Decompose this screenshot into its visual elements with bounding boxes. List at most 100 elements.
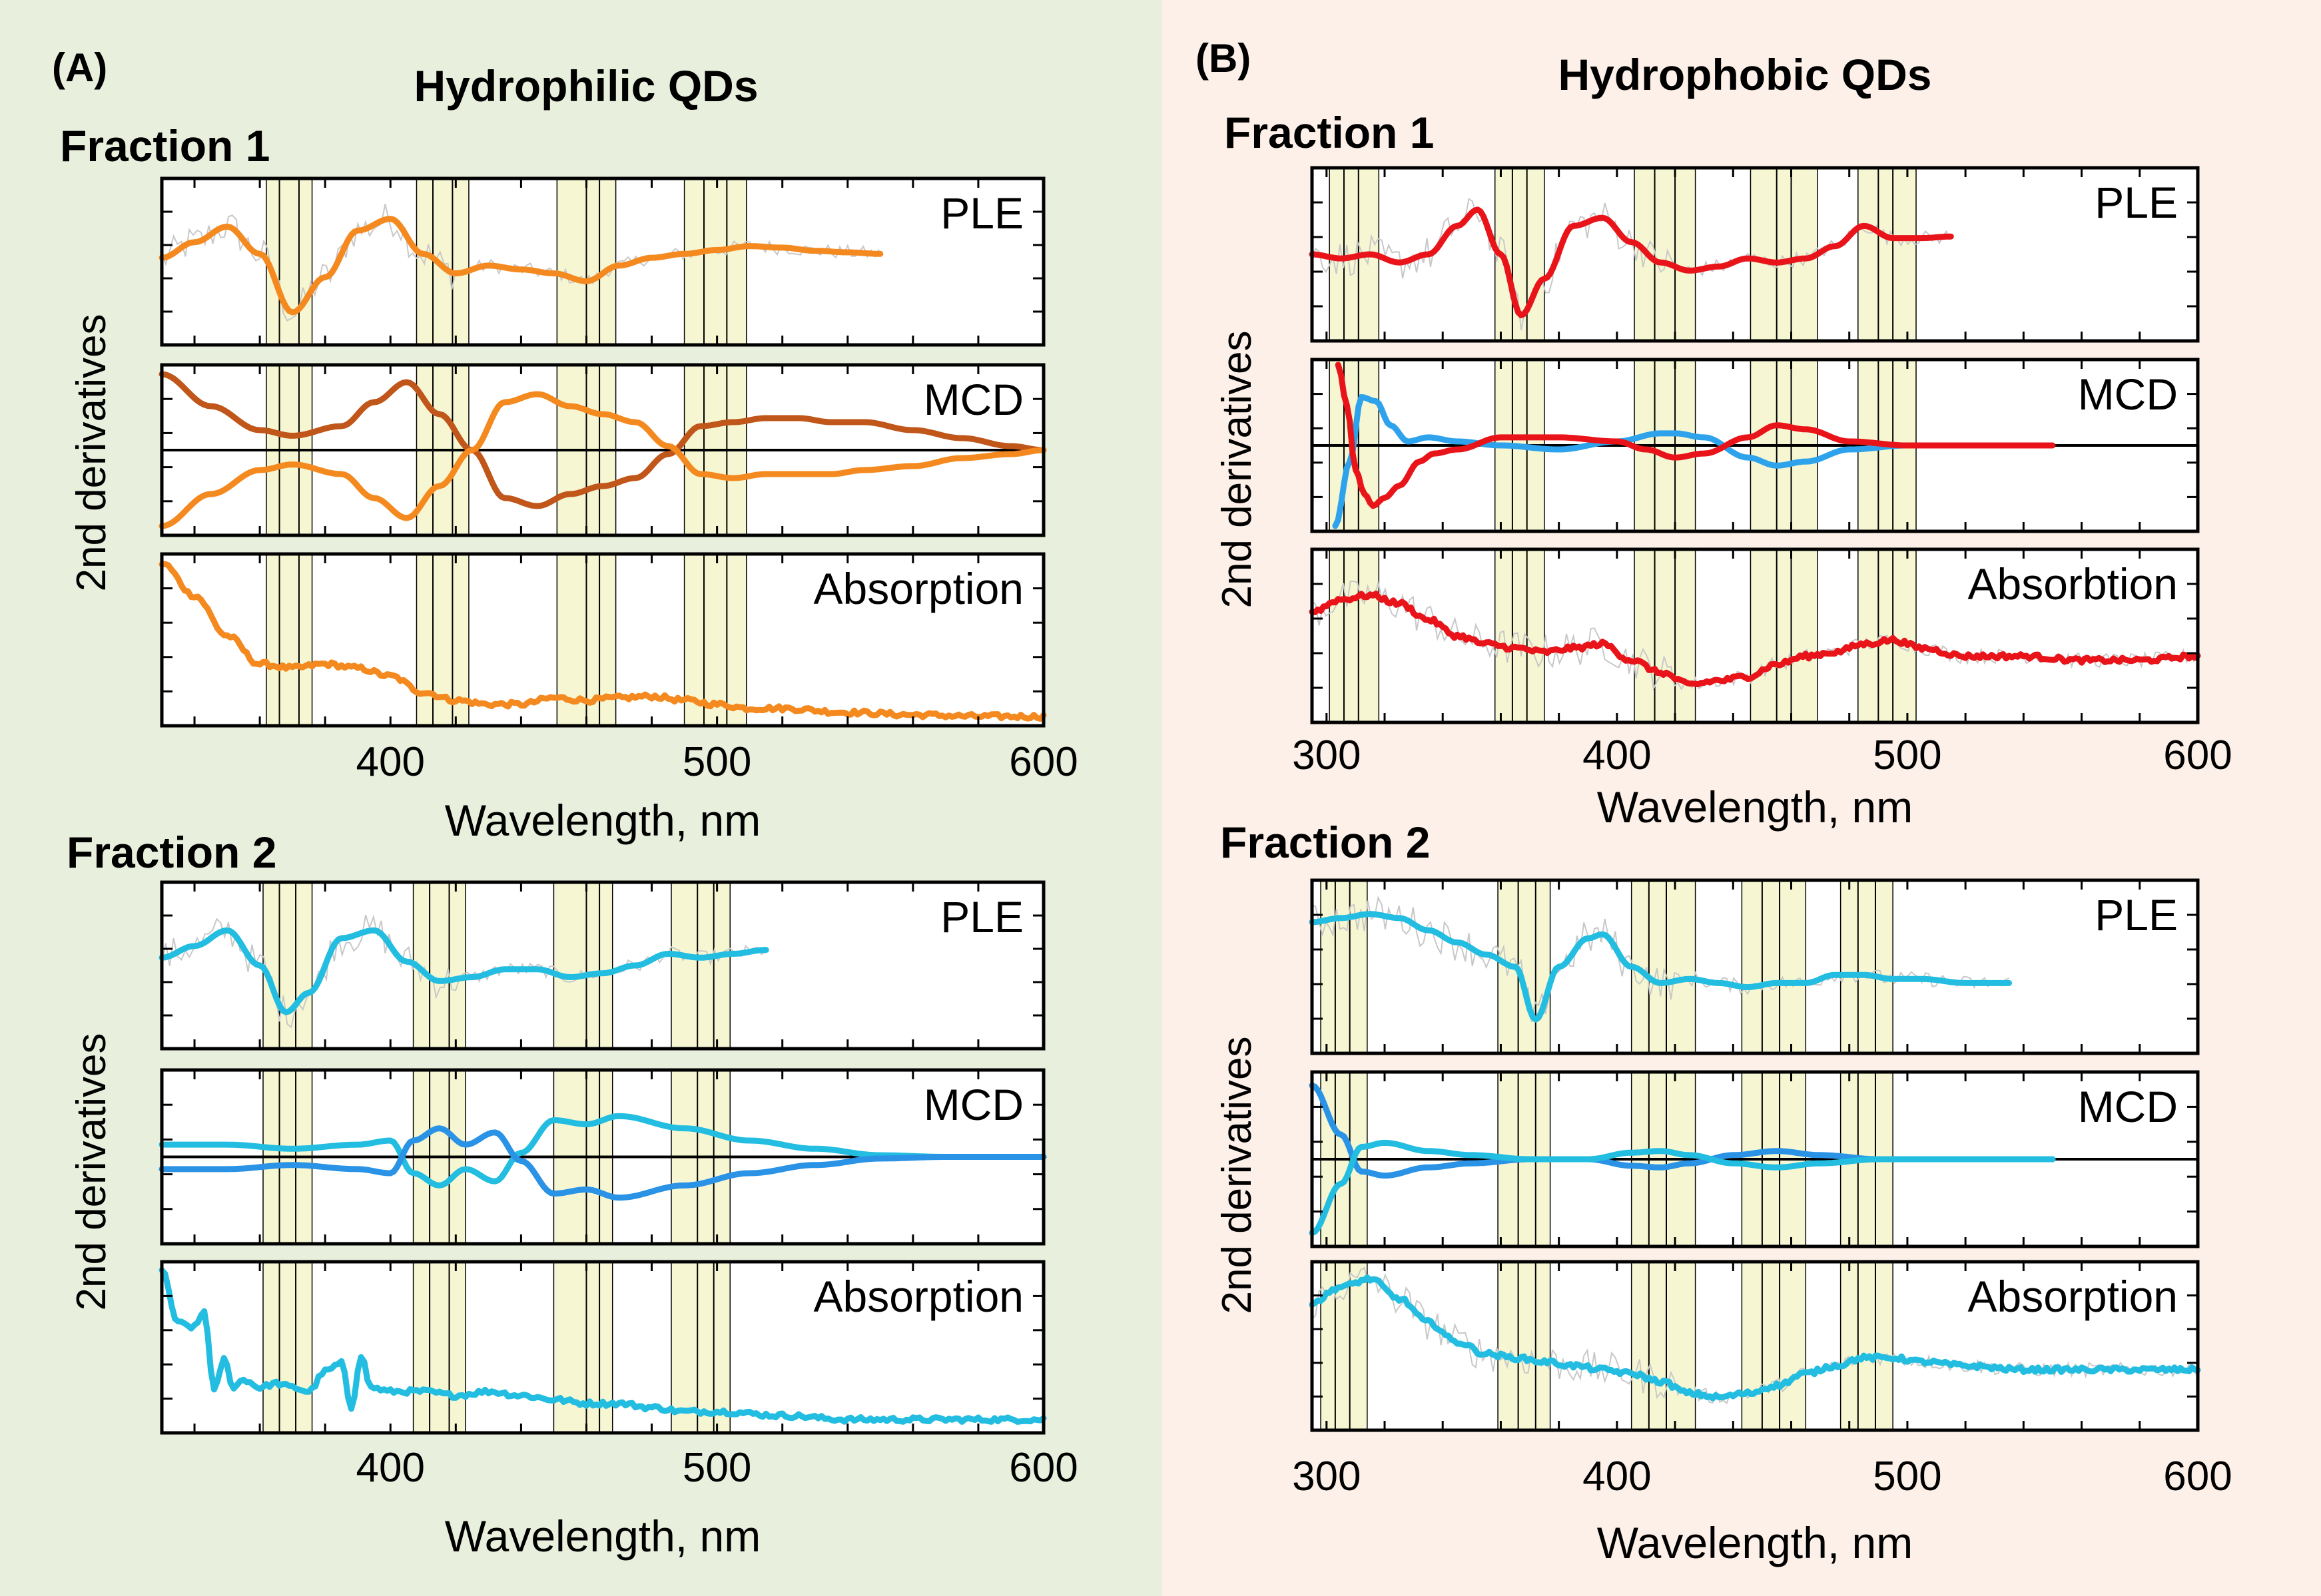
subplot-label-ple: PLE	[2095, 890, 2178, 939]
subplot-label-ple: PLE	[940, 892, 1024, 941]
band-3	[1630, 880, 1696, 1054]
panel-a-ylabel-2: 2nd derivatives	[69, 1033, 115, 1310]
band-2	[412, 882, 466, 1049]
x-tick-label: 500	[683, 739, 751, 785]
band-1	[262, 1261, 313, 1434]
x-tick-label: 500	[1873, 1454, 1941, 1499]
panel-a-fraction-1: Fraction 1	[60, 121, 270, 170]
subplot-absorption: Absorption	[159, 1260, 1047, 1435]
x-tick-label: 600	[1009, 1445, 1078, 1491]
plot-frame	[1310, 166, 2200, 343]
band-4	[1741, 1261, 1807, 1431]
chart-b2: PLE MCD Absorption 300 400 500 600 Wavelength, …	[1292, 878, 2232, 1567]
subplot-mcd: MCD	[159, 1068, 1047, 1246]
plot-frame	[1310, 878, 2200, 1055]
band-4	[671, 1261, 731, 1434]
x-tick-label: 400	[1582, 1454, 1651, 1499]
subplot-absorption: Absorption	[159, 552, 1047, 728]
band-3	[1634, 549, 1696, 723]
band-2	[1494, 549, 1545, 723]
panel-b-ylabel-2: 2nd derivatives	[1214, 1036, 1260, 1314]
panel-a-label: (A)	[52, 45, 107, 90]
x-axis-label: Wavelength, nm	[445, 796, 761, 845]
band-4	[683, 178, 747, 346]
x-tick-label: 300	[1292, 1454, 1361, 1499]
subplot-ple: PLE	[1309, 166, 2200, 343]
band-4	[671, 882, 731, 1049]
series-absorption	[1309, 1274, 2201, 1402]
plot-frame	[160, 552, 1046, 728]
subplot-mcd: MCD	[1310, 358, 2200, 533]
band-3	[1634, 167, 1696, 342]
subplot-ple: PLE	[1309, 878, 2200, 1055]
plot-frame	[160, 880, 1046, 1051]
series-mcd-2	[159, 1125, 1047, 1201]
x-tick-label: 500	[683, 1445, 751, 1491]
band-5	[1857, 167, 1917, 342]
subplot-label-absorption: Absorbtion	[1967, 559, 2178, 609]
chart-a2: PLE MCD Absorption 400 500 600 Wavelength, nm	[159, 880, 1078, 1561]
band-1	[266, 553, 313, 726]
panel-b-fraction-1: Fraction 1	[1224, 108, 1434, 157]
x-tick-label: 400	[356, 1445, 425, 1491]
subplot-label-absorption: Absorption	[813, 564, 1024, 613]
panel-b-fraction-2: Fraction 2	[1220, 818, 1430, 867]
plot-frame	[1310, 358, 2200, 533]
x-tick-label: 400	[356, 739, 425, 785]
chart-b1: PLE MCD Absorbtion 300 400 500 600 Wavelength, …	[1292, 166, 2232, 832]
band-5	[1839, 1261, 1893, 1431]
series-mcd-dark	[159, 371, 1047, 509]
plot-frame	[160, 363, 1046, 537]
subplot-ple: PLE	[159, 176, 1046, 347]
x-tick-label: 400	[1582, 732, 1651, 778]
plot-frame	[160, 1068, 1046, 1246]
panel-b-ylabel-1: 2nd derivatives	[1214, 330, 1260, 608]
series-ple	[1309, 911, 2013, 1023]
plot-frame	[1310, 1070, 2200, 1248]
series-mcd-red	[1335, 362, 2056, 509]
subplot-mcd: MCD	[159, 363, 1047, 537]
series-mcd-light	[159, 391, 1047, 529]
series-absorption	[159, 561, 1047, 722]
band-5	[1839, 880, 1893, 1054]
subplot-label-mcd: MCD	[2078, 370, 2178, 419]
series-absorbtion	[1309, 591, 2201, 688]
subplot-absorption: Absorption	[1309, 1260, 2201, 1432]
subplot-ple: PLE	[159, 880, 1046, 1051]
band-2	[412, 1261, 466, 1434]
x-axis-label: Wavelength, nm	[1597, 782, 1913, 832]
x-tick-label: 600	[2163, 1454, 2232, 1499]
band-2	[1497, 1261, 1551, 1431]
band-4	[1741, 880, 1807, 1054]
panel-a-fraction-2: Fraction 2	[67, 828, 276, 877]
subplot-label-ple: PLE	[940, 188, 1024, 238]
plot-frame	[1310, 547, 2200, 724]
panel-b-title: Hydrophobic QDs	[1558, 50, 1931, 99]
subplot-label-absorption: Absorption	[1967, 1272, 2178, 1321]
subplot-label-mcd: MCD	[924, 375, 1024, 424]
subplot-mcd: MCD	[1309, 1070, 2200, 1248]
x-tick-label: 600	[2163, 732, 2232, 778]
band-1	[1329, 549, 1380, 723]
band-3	[553, 882, 613, 1049]
subplot-label-mcd: MCD	[2078, 1082, 2178, 1131]
subplot-label-mcd: MCD	[924, 1080, 1024, 1129]
band-1	[266, 178, 313, 346]
x-axis-label: Wavelength, nm	[445, 1511, 761, 1561]
band-4	[1750, 549, 1818, 723]
subplot-absorption: Absorbtion	[1309, 547, 2201, 724]
band-1	[1320, 880, 1368, 1054]
panel-a-ylabel-1: 2nd derivatives	[69, 314, 115, 591]
panel-b-label: (B)	[1195, 36, 1251, 81]
plot-frame	[160, 1260, 1046, 1435]
x-axis-label: Wavelength, nm	[1597, 1518, 1913, 1567]
x-tick-label: 600	[1009, 739, 1078, 785]
chart-a1: PLE MCD Absorption 400 500 600 Wavelength, nm	[159, 176, 1078, 845]
x-tick-label: 300	[1292, 732, 1361, 778]
plot-frame	[160, 176, 1046, 347]
series-ple	[159, 927, 769, 1015]
band-1	[262, 882, 313, 1049]
series-mcd-2	[1309, 1139, 2056, 1236]
